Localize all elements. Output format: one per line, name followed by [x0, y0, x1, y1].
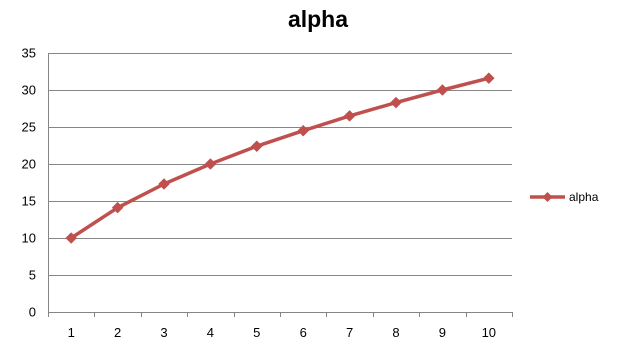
legend: alpha — [530, 190, 599, 204]
x-tick-label-8: 8 — [392, 325, 399, 340]
data-point-2 — [111, 201, 124, 214]
chart-title: alpha — [288, 6, 348, 32]
y-tick-label-25: 25 — [22, 120, 36, 135]
y-tick-label-20: 20 — [22, 157, 36, 172]
legend-diamond-marker — [542, 192, 553, 202]
series-line-alpha — [69, 76, 491, 240]
x-axis: 1 2 3 4 5 6 7 8 9 10 — [48, 312, 513, 340]
data-point-6 — [297, 124, 310, 137]
x-tick-label-2: 2 — [114, 325, 121, 340]
legend-label: alpha — [569, 190, 599, 204]
data-point-3 — [158, 178, 170, 190]
y-tick-label-30: 30 — [22, 83, 36, 98]
series-plot-area — [65, 72, 495, 244]
x-tick-label-10: 10 — [482, 325, 496, 340]
y-tick-label-15: 15 — [22, 194, 36, 209]
x-tick-label-1: 1 — [68, 325, 75, 340]
data-point-1 — [65, 232, 78, 244]
data-point-5 — [250, 140, 263, 153]
data-point-10 — [482, 72, 495, 85]
y-tick-label-10: 10 — [22, 231, 36, 246]
y-axis: 0 5 10 15 20 25 30 35 — [22, 46, 49, 320]
x-tick-label-3: 3 — [160, 325, 167, 340]
x-tick-label-4: 4 — [207, 325, 214, 340]
y-tick-label-35: 35 — [22, 46, 36, 61]
gridlines — [48, 53, 512, 313]
y-tick-label-5: 5 — [29, 268, 36, 283]
x-tick-label-7: 7 — [346, 325, 353, 340]
data-point-9 — [436, 84, 449, 96]
x-tick-label-9: 9 — [439, 325, 446, 340]
y-tick-label-0: 0 — [29, 305, 36, 320]
x-tick-label-6: 6 — [300, 325, 307, 340]
x-tick-label-5: 5 — [253, 325, 260, 340]
data-point-4 — [204, 158, 217, 170]
data-point-7 — [343, 110, 356, 122]
data-point-8 — [390, 96, 402, 109]
